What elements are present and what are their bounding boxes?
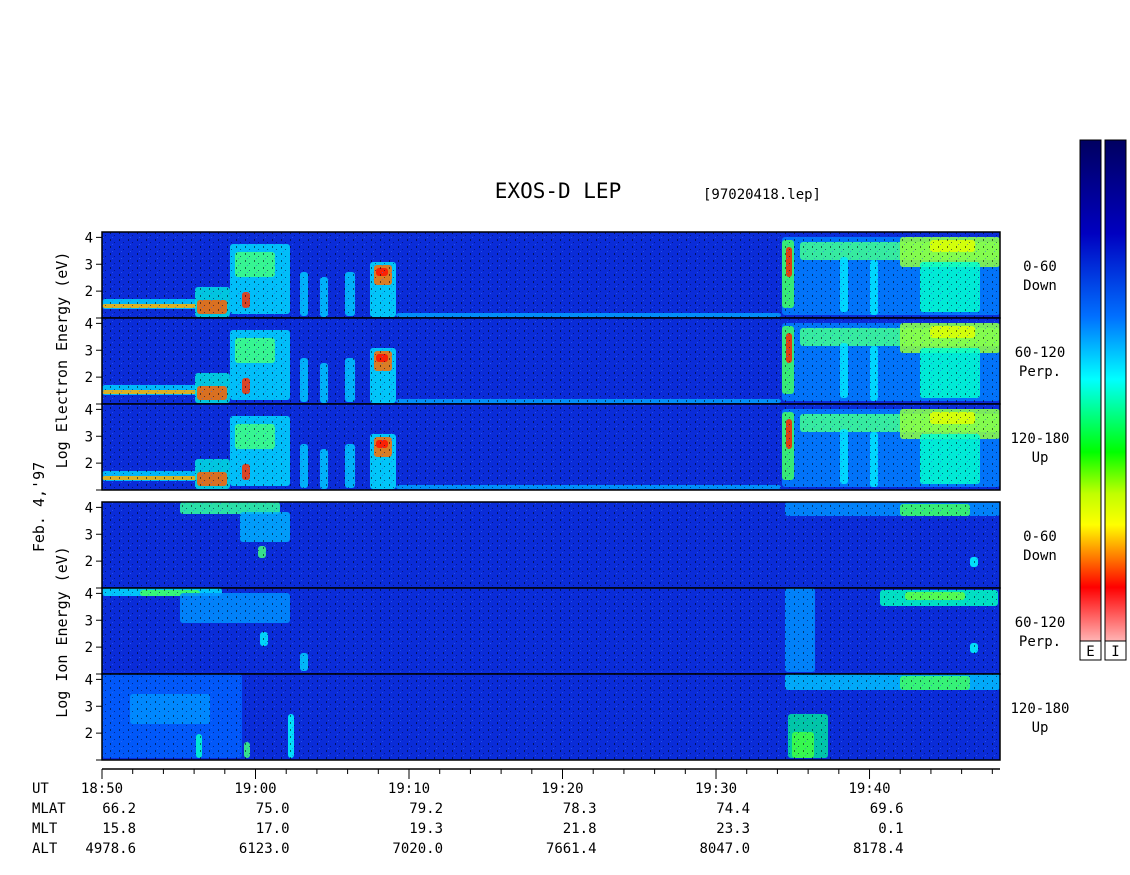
panel-intensity bbox=[102, 588, 1000, 674]
y-tick-label: 2 bbox=[85, 456, 93, 472]
cell-ut: 19:40 bbox=[848, 781, 890, 797]
y-tick-label: 4 bbox=[85, 500, 93, 516]
electron-axis-label-group: Log Electron Energy (eV) bbox=[53, 252, 71, 469]
cell-ut: 19:10 bbox=[388, 781, 430, 797]
spectrogram-panels: 2 3 4 0-60 Down 2 3 4 60-120 Perp. 2 3 4 120-180 Up 2 3 4… bbox=[85, 230, 1070, 761]
pitch-range-label: 60-120 bbox=[1015, 615, 1066, 631]
cell-mlt: 0.1 bbox=[878, 821, 903, 837]
y-tick-label: 4 bbox=[85, 230, 93, 246]
y-tick-label: 3 bbox=[85, 257, 93, 273]
y-tick-label: 4 bbox=[85, 316, 93, 332]
colorbar-electron: E bbox=[1079, 139, 1102, 661]
date-label: Feb. 4,'97 bbox=[30, 462, 48, 552]
y-tick-label: 2 bbox=[85, 726, 93, 742]
ephemeris-table: UT MLAT MLT ALT 18:50 66.2 15.8 4978.6 19:00 75.0… bbox=[32, 781, 904, 857]
cell-mlt: 15.8 bbox=[102, 821, 136, 837]
cell-ut: 19:20 bbox=[541, 781, 583, 797]
row-label-mlt: MLT bbox=[32, 821, 58, 837]
pitch-range-label: 120-180 bbox=[1010, 431, 1069, 447]
ion-axis-label: Log Ion Energy (eV) bbox=[53, 546, 71, 718]
pitch-range-label: 0-60 bbox=[1023, 259, 1057, 275]
colorbar-electron-label: E bbox=[1086, 644, 1094, 660]
pitch-direction-label: Down bbox=[1023, 278, 1057, 294]
row-label-ut: UT bbox=[32, 781, 49, 797]
cell-ut: 18:50 bbox=[81, 781, 123, 797]
chart-title: EXOS-D LEP bbox=[495, 179, 621, 203]
cell-alt: 6123.0 bbox=[239, 841, 290, 857]
panel-frame bbox=[101, 673, 1001, 761]
pitch-range-label: 120-180 bbox=[1010, 701, 1069, 717]
pitch-direction-label: Perp. bbox=[1019, 634, 1061, 650]
y-tick-label: 4 bbox=[85, 402, 93, 418]
ion-axis-label-group: Log Ion Energy (eV) bbox=[53, 546, 71, 718]
y-tick-label: 3 bbox=[85, 343, 93, 359]
cell-mlt: 23.3 bbox=[716, 821, 750, 837]
row-label-mlat: MLAT bbox=[32, 801, 66, 817]
pitch-range-label: 0-60 bbox=[1023, 529, 1057, 545]
y-tick-label: 2 bbox=[85, 370, 93, 386]
cell-mlat: 69.6 bbox=[870, 801, 904, 817]
pitch-direction-label: Down bbox=[1023, 548, 1057, 564]
y-tick-label: 2 bbox=[85, 284, 93, 300]
row-label-alt: ALT bbox=[32, 841, 58, 857]
noise-texture bbox=[102, 502, 1000, 588]
spectrogram-panel-1: 2 3 4 0-60 Down bbox=[85, 230, 1057, 319]
spectrogram-panel-4: 2 3 4 0-60 Down bbox=[85, 500, 1057, 589]
y-tick-label: 3 bbox=[85, 527, 93, 543]
cell-mlt: 19.3 bbox=[409, 821, 443, 837]
cell-mlat: 79.2 bbox=[409, 801, 443, 817]
y-tick-label: 3 bbox=[85, 699, 93, 715]
time-axis bbox=[101, 768, 1000, 779]
pitch-direction-label: Perp. bbox=[1019, 364, 1061, 380]
panel-intensity bbox=[102, 404, 1000, 490]
panel-intensity bbox=[102, 318, 1000, 404]
panel-frame bbox=[101, 403, 1001, 491]
colorbar-ion-label: I bbox=[1111, 644, 1119, 660]
y-tick-label: 2 bbox=[85, 640, 93, 656]
cell-alt: 8047.0 bbox=[699, 841, 750, 857]
cell-mlat: 66.2 bbox=[102, 801, 136, 817]
cell-mlat: 74.4 bbox=[716, 801, 750, 817]
panel-intensity bbox=[102, 674, 1000, 760]
colorbar-ion: I bbox=[1104, 139, 1127, 661]
y-tick-label: 4 bbox=[85, 586, 93, 602]
panel-intensity bbox=[102, 232, 1000, 318]
pitch-range-label: 60-120 bbox=[1015, 345, 1066, 361]
cell-alt: 7661.4 bbox=[546, 841, 597, 857]
file-label: [97020418.lep] bbox=[703, 187, 821, 203]
date-label-group: Feb. 4,'97 bbox=[30, 462, 48, 552]
spectrogram-panel-2: 2 3 4 60-120 Perp. bbox=[85, 316, 1066, 405]
noise-texture bbox=[102, 318, 1000, 404]
spectrogram-panel-3: 2 3 4 120-180 Up bbox=[85, 402, 1070, 491]
noise-texture bbox=[102, 674, 1000, 760]
y-tick-label: 2 bbox=[85, 554, 93, 570]
y-tick-label: 3 bbox=[85, 613, 93, 629]
panel-intensity bbox=[102, 502, 1000, 588]
y-tick-label: 4 bbox=[85, 672, 93, 688]
y-tick-label: 3 bbox=[85, 429, 93, 445]
noise-texture bbox=[102, 404, 1000, 490]
pitch-direction-label: Up bbox=[1032, 450, 1049, 466]
cell-ut: 19:30 bbox=[695, 781, 737, 797]
cell-mlat: 75.0 bbox=[256, 801, 290, 817]
cell-mlt: 21.8 bbox=[563, 821, 597, 837]
cell-mlat: 78.3 bbox=[563, 801, 597, 817]
pitch-direction-label: Up bbox=[1032, 720, 1049, 736]
noise-texture bbox=[102, 232, 1000, 318]
cell-mlt: 17.0 bbox=[256, 821, 290, 837]
noise-texture bbox=[102, 588, 1000, 674]
electron-axis-label: Log Electron Energy (eV) bbox=[53, 252, 71, 469]
spectrogram-panel-6: 2 3 4 120-180 Up bbox=[85, 672, 1070, 761]
cell-alt: 8178.4 bbox=[853, 841, 904, 857]
spectrogram-panel-5: 2 3 4 60-120 Perp. bbox=[85, 586, 1066, 675]
cell-alt: 7020.0 bbox=[392, 841, 443, 857]
cell-alt: 4978.6 bbox=[85, 841, 136, 857]
cell-ut: 19:00 bbox=[234, 781, 276, 797]
